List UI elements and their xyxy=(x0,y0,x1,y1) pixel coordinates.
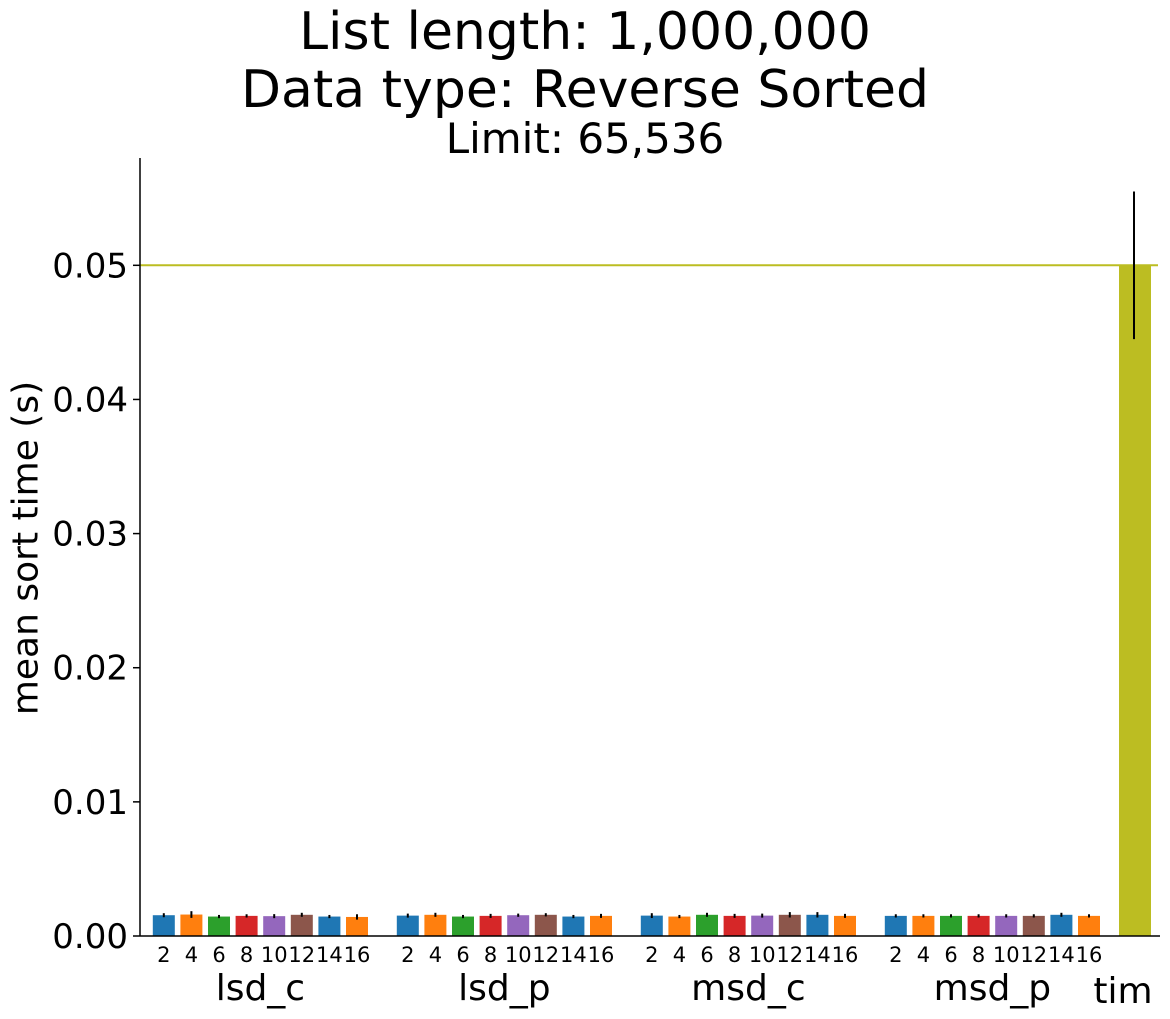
x-tick-label: 14 xyxy=(1048,943,1075,967)
bar-msd_p-4 xyxy=(912,915,935,936)
bar-msd_c-8 xyxy=(723,915,746,936)
bar-lsd_c-10 xyxy=(263,916,286,936)
bar-msd_c-14 xyxy=(806,914,829,936)
bar-msd_p-12 xyxy=(1022,915,1045,936)
bar-msd_c-16 xyxy=(834,915,856,936)
bar-lsd_c-14 xyxy=(318,916,341,936)
x-tick-label: 16 xyxy=(344,943,371,967)
bar-lsd_p-12 xyxy=(534,914,557,936)
x-tick-label: 14 xyxy=(316,943,343,967)
bar-lsd_p-8 xyxy=(479,915,502,936)
bar-lsd_p-10 xyxy=(507,915,530,936)
bar-msd_p-2 xyxy=(884,915,907,936)
bar-msd_c-2 xyxy=(640,915,663,936)
y-tick-label: 0.04 xyxy=(52,380,128,420)
x-tick-label: 2 xyxy=(889,943,902,967)
group-label-msd_p: msd_p xyxy=(934,968,1052,1009)
group-label-lsd_c: lsd_c xyxy=(216,968,305,1009)
bar-msd_p-6 xyxy=(940,915,962,936)
x-tick-label: 16 xyxy=(588,943,615,967)
bar-lsd_p-4 xyxy=(424,914,447,936)
y-tick-label: 0.03 xyxy=(52,515,128,555)
bar-lsd_c-4 xyxy=(180,914,203,936)
bar-msd_c-12 xyxy=(778,914,801,936)
x-tick-label: 8 xyxy=(240,943,253,967)
x-tick-label: 10 xyxy=(749,943,776,967)
bar-lsd_c-2 xyxy=(152,915,175,936)
x-tick-label: 12 xyxy=(532,943,559,967)
x-tick-label: 6 xyxy=(212,943,225,967)
x-tick-label: 6 xyxy=(700,943,713,967)
x-tick-label: 16 xyxy=(832,943,859,967)
x-tick-label: 2 xyxy=(645,943,658,967)
y-tick-label: 0.02 xyxy=(52,649,128,689)
y-tick-label: 0.01 xyxy=(52,783,128,823)
y-tick-label: 0.05 xyxy=(52,246,128,286)
x-tick-label: 6 xyxy=(456,943,469,967)
bar-lsd_p-6 xyxy=(452,916,474,936)
bar-tim xyxy=(1119,265,1151,937)
group-label-tim: tim xyxy=(1093,971,1152,1012)
bar-msd_p-10 xyxy=(995,915,1018,936)
bar-lsd_c-6 xyxy=(208,916,230,936)
bar-lsd_c-8 xyxy=(235,915,258,936)
x-tick-label: 4 xyxy=(185,943,198,967)
x-tick-label: 8 xyxy=(972,943,985,967)
x-tick-label: 4 xyxy=(917,943,930,967)
chart-title: List length: 1,000,000 xyxy=(299,2,871,62)
x-tick-label: 4 xyxy=(429,943,442,967)
x-tick-label: 10 xyxy=(505,943,532,967)
bar-lsd_c-12 xyxy=(290,914,313,936)
x-tick-label: 12 xyxy=(776,943,803,967)
bar-msd_p-16 xyxy=(1078,915,1100,936)
x-tick-label: 10 xyxy=(993,943,1020,967)
x-tick-label: 14 xyxy=(560,943,587,967)
x-tick-label: 12 xyxy=(288,943,315,967)
bar-lsd_p-14 xyxy=(562,916,585,936)
bar-lsd_c-16 xyxy=(346,916,368,936)
x-tick-label: 4 xyxy=(673,943,686,967)
x-tick-label: 2 xyxy=(157,943,170,967)
y-tick-label: 0.00 xyxy=(52,917,128,957)
group-label-lsd_p: lsd_p xyxy=(458,968,550,1009)
x-tick-label: 8 xyxy=(728,943,741,967)
bar-msd_c-4 xyxy=(668,916,691,936)
group-label-msd_c: msd_c xyxy=(691,968,805,1009)
x-tick-label: 14 xyxy=(804,943,831,967)
x-tick-label: 16 xyxy=(1076,943,1103,967)
bar-lsd_p-16 xyxy=(590,915,612,936)
x-tick-label: 8 xyxy=(484,943,497,967)
x-tick-label: 10 xyxy=(261,943,288,967)
chart-limit-subtitle: Limit: 65,536 xyxy=(445,114,725,163)
bar-msd_p-8 xyxy=(967,915,990,936)
bar-lsd_p-2 xyxy=(396,915,419,936)
chart-subtitle: Data type: Reverse Sorted xyxy=(240,60,930,120)
x-tick-label: 6 xyxy=(944,943,957,967)
bar-msd_c-6 xyxy=(696,914,718,936)
bar-msd_c-10 xyxy=(751,915,774,936)
bar-msd_p-14 xyxy=(1050,914,1073,936)
x-tick-label: 2 xyxy=(401,943,414,967)
x-tick-label: 12 xyxy=(1020,943,1047,967)
